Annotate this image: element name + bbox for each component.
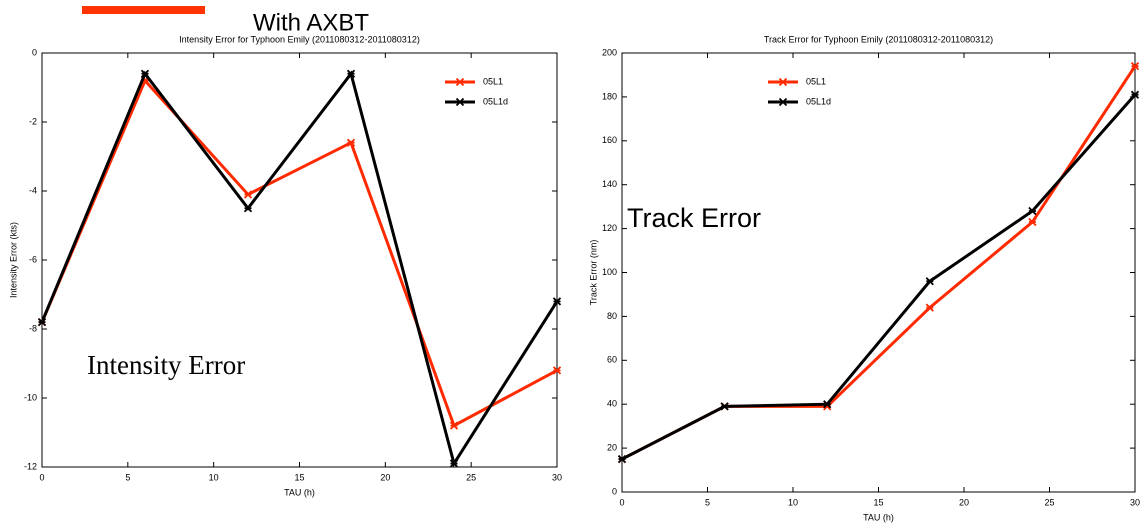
y-axis-label: Track Error (nm) bbox=[588, 240, 598, 306]
x-axis-label: TAU (h) bbox=[284, 487, 315, 497]
point-marker bbox=[346, 69, 356, 78]
chart-title: Intensity Error for Typhoon Emily (20110… bbox=[179, 34, 420, 44]
point-marker bbox=[1028, 206, 1037, 216]
x-tick-label: 20 bbox=[380, 472, 390, 482]
point-marker bbox=[243, 190, 253, 199]
point-marker bbox=[140, 69, 150, 78]
y-tick-label: -6 bbox=[29, 254, 37, 264]
point-marker bbox=[449, 459, 459, 468]
legend-marker bbox=[455, 97, 465, 107]
plot-frame bbox=[41, 52, 558, 468]
chart-title: Track Error for Typhoon Emily (201108031… bbox=[764, 34, 993, 44]
y-tick-label: -10 bbox=[24, 392, 37, 402]
legend-label: 05L1 bbox=[806, 76, 826, 86]
x-tick-label: 25 bbox=[1044, 497, 1054, 507]
x-tick-label: 0 bbox=[39, 472, 44, 482]
series-line bbox=[621, 65, 1137, 461]
series-line bbox=[40, 77, 558, 428]
y-tick-label: -8 bbox=[29, 323, 37, 333]
y-tick-label: 180 bbox=[602, 91, 617, 101]
legend-label: 05L1d bbox=[483, 96, 508, 106]
point-marker bbox=[720, 402, 729, 411]
header-text: With AXBT bbox=[253, 9, 369, 36]
header-bar bbox=[82, 6, 205, 14]
y-tick-label: 100 bbox=[602, 267, 617, 277]
legend-label: 05L1d bbox=[806, 96, 831, 106]
x-tick-label: 15 bbox=[294, 472, 304, 482]
x-axis-label: TAU (h) bbox=[863, 512, 894, 522]
legend-label: 05L1 bbox=[483, 76, 503, 86]
point-marker bbox=[552, 366, 562, 375]
point-marker bbox=[449, 421, 459, 430]
x-tick-label: 0 bbox=[619, 497, 624, 507]
point-marker bbox=[925, 303, 934, 312]
point-marker bbox=[346, 138, 356, 147]
legend-marker bbox=[455, 77, 465, 87]
track-note: Track Error bbox=[627, 203, 761, 233]
y-tick-label: 160 bbox=[602, 135, 617, 145]
series-line bbox=[40, 70, 559, 468]
x-tick-label: 10 bbox=[209, 472, 219, 482]
x-tick-label: 30 bbox=[552, 472, 562, 482]
legend-marker bbox=[778, 77, 788, 87]
y-tick-label: 0 bbox=[612, 486, 617, 496]
point-marker bbox=[243, 204, 253, 213]
y-axis-label: Intensity Error (kts) bbox=[8, 222, 18, 298]
x-tick-label: 15 bbox=[873, 497, 883, 507]
y-tick-label: 40 bbox=[607, 399, 617, 409]
y-tick-label: -4 bbox=[29, 185, 37, 195]
point-marker bbox=[1130, 90, 1140, 99]
point-marker bbox=[552, 297, 562, 306]
y-tick-label: 80 bbox=[607, 311, 617, 321]
x-tick-label: 20 bbox=[959, 497, 969, 507]
plot-frame bbox=[621, 52, 1136, 493]
point-marker bbox=[1130, 62, 1140, 71]
y-tick-label: 60 bbox=[607, 355, 617, 365]
x-tick-label: 30 bbox=[1130, 497, 1140, 507]
y-tick-label: 200 bbox=[602, 47, 617, 57]
point-marker bbox=[925, 277, 934, 286]
x-tick-label: 5 bbox=[125, 472, 130, 482]
x-tick-label: 10 bbox=[788, 497, 798, 507]
series-line bbox=[621, 93, 1137, 461]
x-tick-label: 25 bbox=[466, 472, 476, 482]
intensity-note: Intensity Error bbox=[87, 350, 245, 380]
legend-marker bbox=[778, 97, 788, 107]
point-marker bbox=[37, 317, 47, 327]
y-tick-label: 20 bbox=[607, 442, 617, 452]
x-tick-label: 5 bbox=[705, 497, 710, 507]
y-tick-label: 0 bbox=[32, 47, 37, 57]
point-marker bbox=[823, 400, 832, 409]
point-marker bbox=[1028, 217, 1037, 227]
point-marker bbox=[617, 454, 627, 464]
y-tick-label: -2 bbox=[29, 116, 37, 126]
y-tick-label: 120 bbox=[602, 223, 617, 233]
y-tick-label: -12 bbox=[24, 461, 37, 471]
y-tick-label: 140 bbox=[602, 179, 617, 189]
